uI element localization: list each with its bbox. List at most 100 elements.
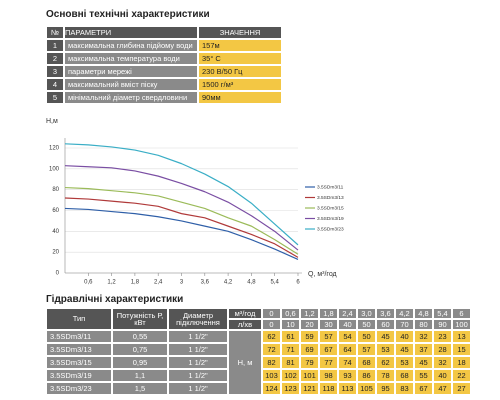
head-value: 113 — [338, 382, 357, 395]
head-value: 32 — [414, 330, 433, 343]
head-value: 74 — [338, 356, 357, 369]
y-axis-label: Н,м — [46, 118, 58, 125]
pump-type: 3.5SDm3/11 — [46, 330, 112, 343]
head-value: 72 — [262, 343, 281, 356]
head-value: 53 — [376, 343, 395, 356]
pump-power: 1,1 — [112, 369, 168, 382]
head-value: 98 — [319, 369, 338, 382]
flow-lmin: 0 — [262, 319, 281, 330]
legend-label: 3.5SDm3/19 — [317, 216, 344, 222]
flow-m3h: 1,8 — [319, 308, 338, 319]
y-tick-label: 0 — [56, 271, 60, 277]
pump-power: 0,55 — [112, 330, 168, 343]
hyd-header: Диаметр підключення — [168, 308, 228, 330]
legend-label: 3.5SDm3/23 — [317, 226, 344, 232]
head-value: 86 — [357, 369, 376, 382]
head-value: 68 — [357, 356, 376, 369]
pump-type: 3.5SDm3/13 — [46, 343, 112, 356]
flow-m3h: 3,6 — [376, 308, 395, 319]
flow-unit: м³/год — [228, 308, 262, 319]
pump-type: 3.5SDm3/15 — [46, 356, 112, 369]
spec-number: 1 — [46, 39, 64, 52]
hyd-header: Потужність Р, кВт — [112, 308, 168, 330]
series-line — [64, 186, 299, 255]
y-tick-label: 40 — [52, 229, 59, 235]
head-value: 45 — [376, 330, 395, 343]
x-axis-label: Q, м³/год — [308, 271, 337, 278]
x-tick-label: 5,4 — [271, 280, 280, 286]
head-value: 59 — [300, 330, 319, 343]
pump-connection: 1 1/2" — [168, 356, 228, 369]
flow-m3h: 2,4 — [338, 308, 357, 319]
head-value: 78 — [376, 369, 395, 382]
pump-type: 3.5SDm3/19 — [46, 369, 112, 382]
y-tick-label: 120 — [49, 146, 60, 152]
head-value: 64 — [338, 343, 357, 356]
spec-param: максимальна глибина підйому води — [64, 39, 198, 52]
spec-param: параметри мережі — [64, 65, 198, 78]
head-value: 47 — [433, 382, 452, 395]
head-value: 57 — [319, 330, 338, 343]
flow-m3h: 5,4 — [433, 308, 452, 319]
spec-value: 35° C — [198, 52, 282, 65]
flow-lmin: 40 — [338, 319, 357, 330]
flow-m3h: 4,2 — [395, 308, 414, 319]
spec-header: ЗНАЧЕННЯ — [198, 26, 282, 39]
head-value: 40 — [433, 369, 452, 382]
head-value: 55 — [414, 369, 433, 382]
head-value: 71 — [281, 343, 300, 356]
flow-m3h: 1,2 — [300, 308, 319, 319]
head-value: 62 — [262, 330, 281, 343]
spec-number: 3 — [46, 65, 64, 78]
x-tick-label: 6 — [296, 280, 300, 286]
head-value: 77 — [319, 356, 338, 369]
y-tick-label: 20 — [52, 250, 59, 256]
series-line — [64, 197, 299, 258]
spec-value: 90мм — [198, 91, 282, 104]
head-value: 69 — [300, 343, 319, 356]
x-tick-label: 2,4 — [154, 280, 163, 286]
head-value: 13 — [452, 330, 471, 343]
flow-lmin: 100 — [452, 319, 471, 330]
flow-unit: л/хв — [228, 319, 262, 330]
head-value: 27 — [452, 382, 471, 395]
y-tick-label: 60 — [52, 208, 59, 214]
x-tick-label: 3,6 — [201, 280, 210, 286]
flow-m3h: 0 — [262, 308, 281, 319]
head-value: 103 — [262, 369, 281, 382]
pump-type: 3.5SDm3/23 — [46, 382, 112, 395]
head-value: 62 — [376, 356, 395, 369]
head-value: 102 — [281, 369, 300, 382]
head-value: 79 — [300, 356, 319, 369]
x-tick-label: 1,8 — [131, 280, 140, 286]
spec-param: максимальний вміст піску — [64, 78, 198, 91]
x-tick-label: 0,6 — [84, 280, 93, 286]
spec-param: мінімальний діаметр свердловини — [64, 91, 198, 104]
series-line — [64, 143, 299, 246]
spec-value: 157м — [198, 39, 282, 52]
head-value: 67 — [319, 343, 338, 356]
spec-number: 4 — [46, 78, 64, 91]
x-tick-label: 4,8 — [247, 280, 256, 286]
head-value: 105 — [357, 382, 376, 395]
legend-label: 3.5SDm3/15 — [317, 205, 344, 211]
flow-m3h: 6 — [452, 308, 471, 319]
spec-number: 5 — [46, 91, 64, 104]
spec-value: 230 В/50 Гц — [198, 65, 282, 78]
head-value: 15 — [452, 343, 471, 356]
spec-value: 1500 г/м³ — [198, 78, 282, 91]
head-value: 95 — [376, 382, 395, 395]
flow-m3h: 4,8 — [414, 308, 433, 319]
head-value: 81 — [281, 356, 300, 369]
y-tick-label: 100 — [49, 166, 60, 172]
x-tick-label: 1,2 — [107, 280, 116, 286]
series-line — [64, 207, 299, 261]
flow-lmin: 80 — [414, 319, 433, 330]
head-value: 40 — [395, 330, 414, 343]
head-value: 82 — [262, 356, 281, 369]
head-value: 53 — [395, 356, 414, 369]
pump-connection: 1 1/2" — [168, 343, 228, 356]
spec-number: 2 — [46, 52, 64, 65]
spec-header: № — [46, 26, 64, 39]
